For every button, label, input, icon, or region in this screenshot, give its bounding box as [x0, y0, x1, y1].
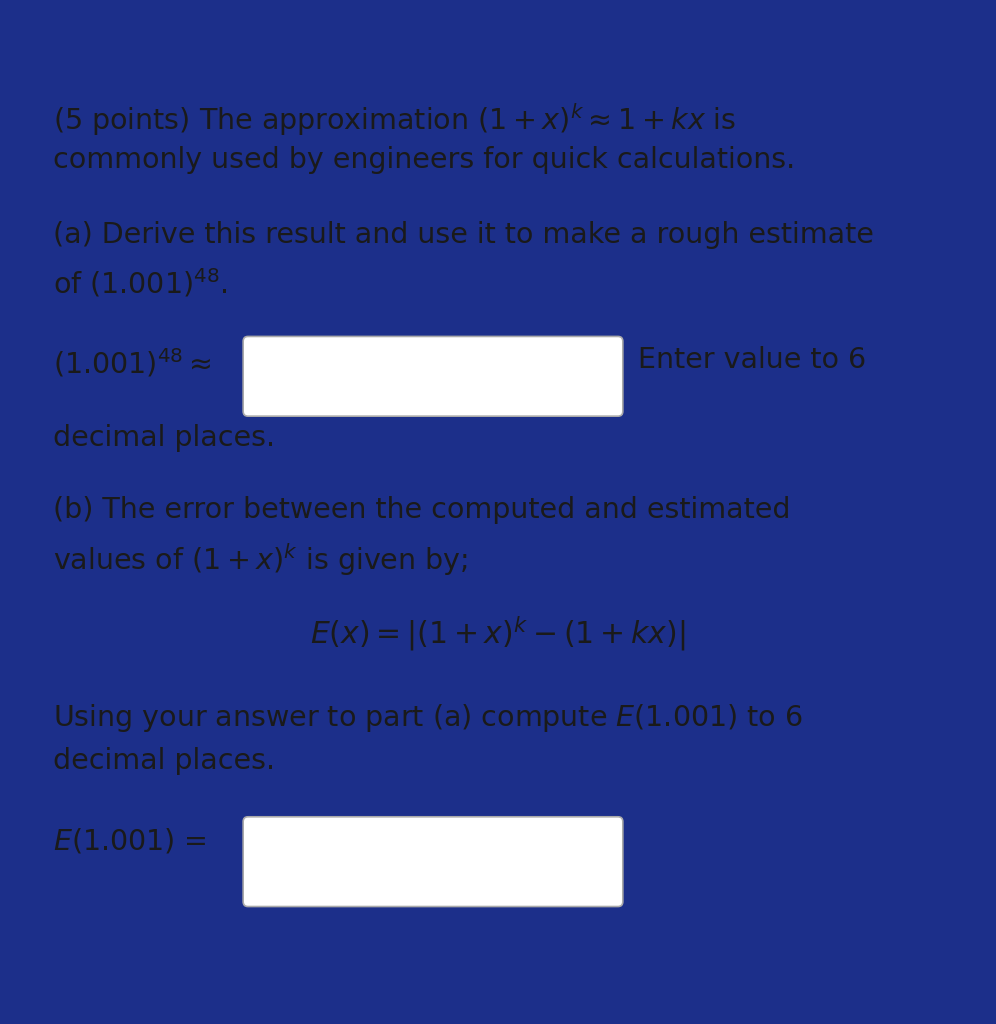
- Text: $(1.001)^{48} \approx$: $(1.001)^{48} \approx$: [53, 346, 211, 379]
- Text: Using your answer to part (a) compute $E(1.001)$ to 6: Using your answer to part (a) compute $E…: [53, 701, 803, 733]
- Text: (b) The error between the computed and estimated: (b) The error between the computed and e…: [53, 497, 791, 524]
- Text: Enter value to 6: Enter value to 6: [638, 346, 867, 375]
- FancyBboxPatch shape: [243, 817, 622, 906]
- Text: $E(x) = |(1 + x)^k - (1 + kx)|$: $E(x) = |(1 + x)^k - (1 + kx)|$: [311, 614, 685, 653]
- FancyBboxPatch shape: [243, 337, 622, 416]
- Text: decimal places.: decimal places.: [53, 424, 275, 453]
- Text: of $(1.001)^{48}$.: of $(1.001)^{48}$.: [53, 266, 228, 299]
- Text: $E(1.001)$ =: $E(1.001)$ =: [53, 826, 207, 856]
- Text: (5 points) The approximation $(1 + x)^k \approx 1 + kx$ is: (5 points) The approximation $(1 + x)^k …: [53, 101, 736, 137]
- Text: values of $(1 + x)^k$ is given by;: values of $(1 + x)^k$ is given by;: [53, 542, 468, 578]
- Text: (a) Derive this result and use it to make a rough estimate: (a) Derive this result and use it to mak…: [53, 221, 873, 249]
- Text: decimal places.: decimal places.: [53, 746, 275, 774]
- Text: commonly used by engineers for quick calculations.: commonly used by engineers for quick cal…: [53, 146, 795, 174]
